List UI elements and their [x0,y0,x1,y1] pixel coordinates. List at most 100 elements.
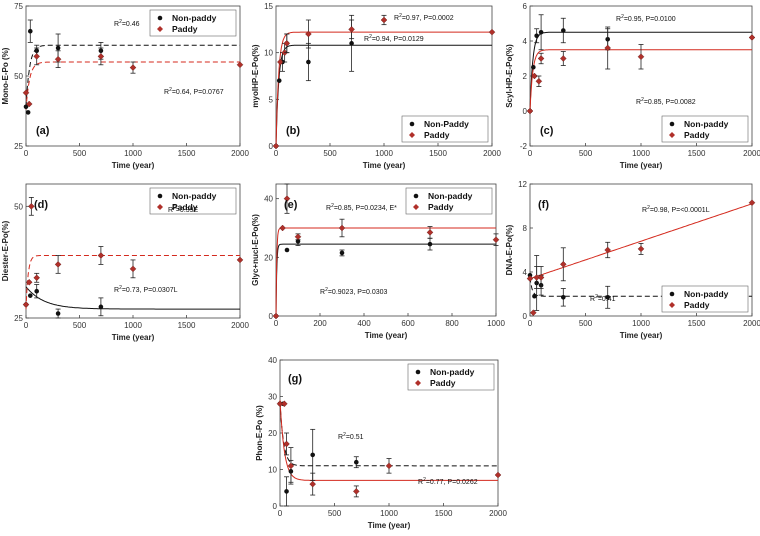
fit-annotation: R2=0.97, P=0.0002 [394,13,454,22]
x-tick-label: 0 [274,149,279,158]
legend-label-paddy: Paddy [172,24,198,34]
x-tick-label: 2000 [483,149,501,158]
legend-label-non-paddy: Non-paddy [172,13,217,23]
fit-annotation: R2=0.73, P=0.0307L [114,285,178,294]
x-tick-label: 200 [313,319,327,328]
data-point-non-paddy [534,33,539,39]
y-axis-label: myoIHP-E-Po(%) [251,44,260,107]
y-tick-label: -2 [520,142,528,151]
data-point-paddy [426,229,434,236]
legend-marker-paddy [415,380,421,386]
panel-label: (d) [34,199,48,211]
legend-marker-paddy [157,26,163,32]
x-axis-label: Time (year) [620,331,663,340]
y-axis-label: Diester-E-Po(%) [1,220,10,281]
x-tick-label: 1000 [375,149,393,158]
legend-marker-non-paddy [413,193,419,199]
data-point-paddy [97,53,105,60]
data-point-paddy [604,44,611,52]
panel-label: (g) [288,373,302,385]
x-tick-label: 2000 [743,149,760,158]
x-axis-label: Time (year) [112,333,155,342]
x-tick-label: 1000 [632,149,650,158]
legend-label-paddy: Paddy [684,300,710,310]
legend-box [149,187,237,215]
panel-label: (e) [284,199,298,211]
data-point-paddy [236,61,244,69]
panel-b: 0 500 1000 1500 2000 0 5 10 15 Time (year) myoIHP-… [251,2,501,170]
fit-annotation: R2=0.98, P=<0.0001L [642,205,710,214]
y-tick-label: 4 [523,37,528,46]
fit-annotation: R2=0.51 [338,432,364,441]
y-tick-label: 0 [273,502,278,511]
panel-label: (f) [538,199,549,211]
data-point-paddy [494,471,502,479]
x-tick-label: 600 [401,319,415,328]
x-axis-label: Time (year) [365,331,408,340]
legend-label-non-paddy: Non-paddy [430,367,475,377]
fit-line-non-paddy [25,44,240,107]
legend-box [661,115,749,143]
x-tick-label: 2000 [231,321,249,330]
x-tick-label: 500 [328,509,342,518]
x-axis-label: Time (year) [363,161,406,170]
fit-line-non-paddy [279,401,498,467]
legend-marker-paddy [669,132,675,138]
y-axis-label: Mono-E-Po (%) [1,47,10,104]
x-tick-label: 0 [528,319,533,328]
data-point-paddy [25,278,33,286]
fit-annotation: R2=0.85, P=0.0082 [636,97,696,106]
y-axis-label: Scyl-HP-E-Po(%) [505,44,514,108]
data-point-paddy [560,261,567,268]
data-point-paddy [488,28,496,36]
y-tick-label: 40 [264,195,273,204]
data-point-non-paddy [34,288,39,294]
legend-marker-paddy [669,302,675,308]
legend-label-non-paddy: Non-paddy [428,191,473,201]
y-tick-label: 0 [269,142,274,151]
fit-line-paddy [25,255,240,310]
x-tick-label: 0 [24,321,29,330]
data-point-non-paddy [25,110,31,115]
y-axis-label: Phon-E-Po (%) [255,405,264,461]
x-tick-label: 1000 [380,509,398,518]
x-tick-label: 2000 [489,509,507,518]
x-tick-label: 1500 [178,321,196,330]
fit-annotation: R2=0.46 [114,19,140,28]
x-tick-label: 1000 [632,319,650,328]
data-point-paddy [97,252,105,259]
x-tick-label: 1500 [688,149,706,158]
x-tick-label: 1000 [124,149,142,158]
fit-line-paddy [279,400,498,481]
data-point-paddy [380,16,388,24]
data-point-paddy [283,440,290,448]
data-point-paddy [604,246,611,254]
data-point-paddy [22,301,30,308]
data-point-paddy [531,72,538,80]
legend-box [149,9,237,37]
data-point-paddy [54,55,62,63]
data-point-paddy [281,400,288,408]
x-tick-label: 2000 [231,149,249,158]
data-point-paddy [533,274,540,281]
legend-label-non-paddy: Non-paddy [684,119,729,129]
legend-label-paddy: Paddy [424,130,450,140]
x-tick-label: 1000 [124,321,142,330]
x-tick-label: 400 [357,319,371,328]
data-point-paddy [338,224,346,232]
data-point-non-paddy [354,459,359,465]
legend-box [401,115,489,143]
legend-marker-non-paddy [157,15,163,21]
data-point-paddy [294,233,302,241]
legend-marker-non-paddy [409,121,415,127]
fit-line-non-paddy [275,44,492,147]
plot-frame [275,183,497,317]
data-point-paddy [748,34,756,41]
x-tick-label: 1500 [435,509,453,518]
data-point-paddy [530,309,537,316]
